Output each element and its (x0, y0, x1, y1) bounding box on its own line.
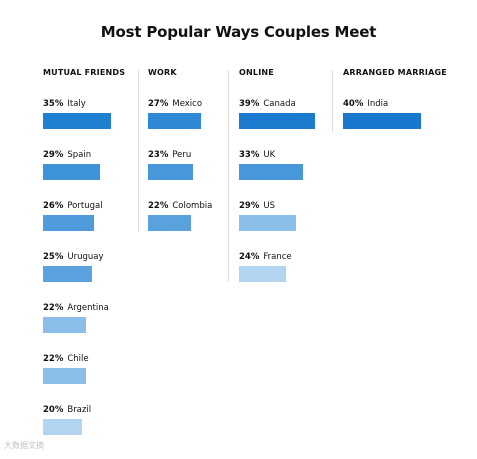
group-header: ARRANGED MARRIAGE (343, 68, 447, 77)
column-divider (228, 70, 229, 282)
bar-value-label: 29% (43, 150, 64, 160)
bar-label: 35% Italy (43, 98, 86, 110)
column-divider (332, 70, 333, 132)
bar-category-label: Chile (67, 354, 89, 364)
bar-category-label: Mexico (172, 99, 203, 109)
bar-item: 29% US (239, 200, 296, 231)
group-column: WORK 27% Mexico 23% Peru 22% Colombia (148, 68, 212, 231)
bar (148, 164, 193, 180)
bar-item: 35% Italy (43, 98, 111, 129)
bar-value-label: 22% (43, 303, 64, 313)
bar-value-label: 39% (239, 99, 260, 109)
bar-category-label: France (263, 252, 292, 262)
bar (239, 113, 315, 129)
bar (148, 113, 201, 129)
group-header: ONLINE (239, 68, 274, 77)
bar-label: 27% Mexico (148, 98, 202, 110)
chart-title: Most Popular Ways Couples Meet (100, 23, 377, 41)
bar (43, 368, 86, 384)
bar-category-label: UK (263, 150, 276, 160)
bar-item: 39% Canada (239, 98, 315, 129)
bar-value-label: 24% (239, 252, 260, 262)
bar-category-label: Colombia (172, 201, 213, 211)
bar-item: 33% UK (239, 149, 303, 180)
bar-category-label: US (263, 201, 275, 211)
bar-item: 22% Argentina (43, 302, 109, 333)
bar-category-label: Canada (263, 99, 296, 109)
bar (43, 113, 111, 129)
bar-value-label: 40% (343, 99, 364, 109)
bar-category-label: Portugal (67, 201, 103, 211)
bar-value-label: 29% (239, 201, 260, 211)
bar-value-label: 23% (148, 150, 169, 160)
bar-label: 22% Argentina (43, 302, 109, 314)
group-column: ONLINE 39% Canada 33% UK 29% US 24% France (239, 68, 315, 282)
bar-label: 20% Brazil (43, 404, 91, 416)
group-column: ARRANGED MARRIAGE 40% India (343, 68, 447, 129)
bar-label: 40% India (343, 98, 388, 110)
bar-value-label: 35% (43, 99, 64, 109)
bar-value-label: 27% (148, 99, 169, 109)
bar-label: 23% Peru (148, 149, 191, 161)
bar-category-label: Argentina (67, 303, 109, 313)
bar (43, 215, 94, 231)
bar (239, 215, 296, 231)
bar-value-label: 22% (43, 354, 64, 364)
bar (148, 215, 191, 231)
bar-label: 39% Canada (239, 98, 296, 110)
bar (43, 419, 82, 435)
bar (343, 113, 421, 129)
bar-item: 25% Uruguay (43, 251, 103, 282)
bar-label: 22% Chile (43, 353, 89, 365)
bar-category-label: Peru (172, 150, 192, 160)
bar-label: 25% Uruguay (43, 251, 103, 263)
bar-category-label: Spain (67, 150, 92, 160)
bar-label: 29% US (239, 200, 275, 212)
bar (43, 266, 92, 282)
bar-value-label: 22% (148, 201, 169, 211)
bar-item: 22% Chile (43, 353, 89, 384)
group-header: MUTUAL FRIENDS (43, 68, 126, 77)
bar-item: 23% Peru (148, 149, 193, 180)
group-header: WORK (148, 68, 177, 77)
bar-value-label: 20% (43, 405, 64, 415)
group-column: MUTUAL FRIENDS 35% Italy 29% Spain 26% Portuga… (43, 68, 126, 435)
bar-item: 24% France (239, 251, 292, 282)
bar-label: 26% Portugal (43, 200, 103, 212)
bar-label: 33% UK (239, 149, 275, 161)
bar (239, 164, 303, 180)
bar (43, 317, 86, 333)
bar-label: 29% Spain (43, 149, 91, 161)
bar-value-label: 26% (43, 201, 64, 211)
bar-item: 22% Colombia (148, 200, 212, 231)
column-divider (138, 70, 139, 232)
bar-category-label: Italy (67, 99, 86, 109)
bar-label: 22% Colombia (148, 200, 212, 212)
bar-category-label: Brazil (67, 405, 92, 415)
bar-item: 27% Mexico (148, 98, 202, 129)
bar (239, 266, 286, 282)
bar-label: 24% France (239, 251, 292, 263)
bar-item: 29% Spain (43, 149, 100, 180)
bar-value-label: 33% (239, 150, 260, 160)
bar-item: 26% Portugal (43, 200, 103, 231)
bar-item: 40% India (343, 98, 421, 129)
bar-category-label: Uruguay (67, 252, 104, 262)
bar (43, 164, 100, 180)
watermark-logo: 大数据文摘 (4, 441, 44, 450)
bar-category-label: India (367, 99, 389, 109)
bar-value-label: 25% (43, 252, 64, 262)
bar-item: 20% Brazil (43, 404, 91, 435)
